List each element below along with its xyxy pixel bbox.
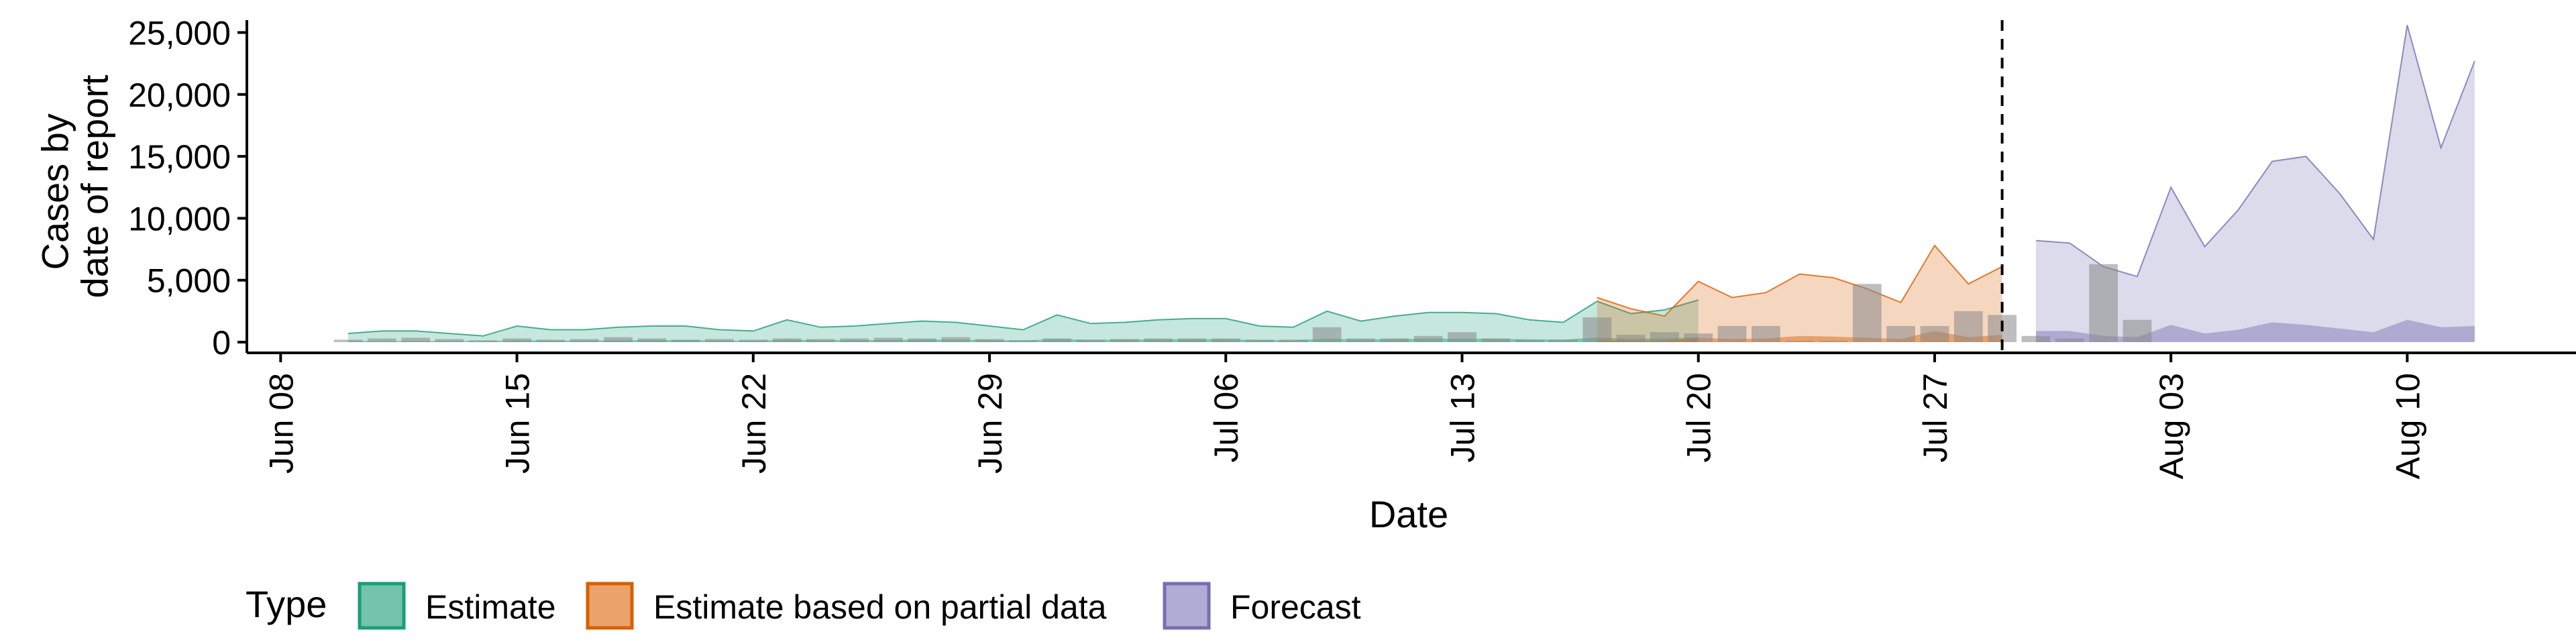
reported-case-bar <box>1346 338 1375 342</box>
reported-case-bar <box>2055 338 2084 342</box>
x-tick-label: Aug 03 <box>2153 373 2190 479</box>
series-upper-line-1 <box>1597 244 2003 317</box>
x-tick-label: Jul 06 <box>1208 373 1245 462</box>
y-tick-label: 15,000 <box>128 138 231 176</box>
reported-case-bar <box>1684 333 1713 342</box>
reported-cases-bars <box>333 264 2152 342</box>
reported-case-bar <box>1110 339 1139 342</box>
series-areas <box>347 25 2475 343</box>
reported-case-bar <box>1211 338 1240 342</box>
y-tick-label: 10,000 <box>128 200 231 237</box>
reported-case-bar <box>1717 326 1747 342</box>
reported-case-bar <box>840 338 869 342</box>
reported-case-bar <box>1177 338 1207 342</box>
reported-case-bar <box>1076 339 1106 342</box>
reported-case-bar <box>806 339 835 342</box>
reported-case-bar <box>1650 332 1679 342</box>
legend-label: Forecast <box>1230 588 1361 626</box>
x-tick-label: Jun 08 <box>262 373 300 474</box>
reported-case-bar <box>1515 339 1544 342</box>
x-tick-label: Jul 13 <box>1444 373 1482 462</box>
series-area-outer-1 <box>1597 246 2002 342</box>
reported-case-bar <box>536 339 566 342</box>
reported-case-bar <box>739 339 768 342</box>
reported-case-bar <box>1042 338 1072 342</box>
x-tick-label: Aug 10 <box>2389 373 2426 479</box>
y-tick-label: 20,000 <box>128 76 231 114</box>
reported-case-bar <box>1380 338 1409 342</box>
reported-case-bar <box>1144 338 1173 342</box>
legend-key <box>358 582 406 630</box>
reported-case-bar <box>772 338 802 342</box>
reported-case-bar <box>1279 339 1308 342</box>
reported-case-bar <box>1886 326 1915 342</box>
series-area-outer-0 <box>348 300 1699 342</box>
reported-case-bar <box>2021 335 2051 342</box>
reported-case-bar <box>502 338 531 342</box>
legend-key <box>586 582 634 630</box>
reported-case-bar <box>975 339 1004 342</box>
reported-case-bar <box>1920 326 1949 342</box>
reported-case-bar <box>2123 319 2152 342</box>
y-axis-ticks: 0 5,000 10,000 15,000 20,000 25,000 <box>128 14 247 362</box>
legend-key <box>1163 582 1211 630</box>
reported-case-bar <box>671 339 700 342</box>
reported-case-bar <box>1852 284 1882 342</box>
reported-case-bar <box>1245 339 1274 342</box>
reported-case-bar <box>1582 317 1612 342</box>
x-tick-label: Jul 20 <box>1680 373 1718 462</box>
reported-case-bar <box>1752 326 1780 342</box>
x-tick-label: Jun 29 <box>971 373 1009 474</box>
legend: Type Estimate Estimate based on partial d… <box>246 582 1361 630</box>
reported-case-bar <box>1785 341 1815 342</box>
reported-case-bar <box>435 339 464 342</box>
x-axis-title: Date <box>1369 493 1448 535</box>
x-axis-ticks: Jun 08 Jun 15 Jun 22 Jun 29 Jul 06 Jul 13 Jul … <box>262 353 2426 479</box>
reported-case-bar <box>570 339 599 342</box>
reported-case-bar <box>1616 334 1646 342</box>
x-tick-label: Jun 15 <box>499 373 537 474</box>
reported-case-bar <box>873 337 903 342</box>
reported-case-bar <box>1008 340 1038 342</box>
reported-case-bar <box>468 340 498 342</box>
y-tick-label: 5,000 <box>147 262 231 300</box>
reported-case-bar <box>333 339 363 342</box>
reported-case-bar <box>705 339 734 342</box>
x-tick-label: Jul 27 <box>1917 373 1954 462</box>
y-tick-label: 0 <box>212 324 231 362</box>
y-tick-label: 25,000 <box>128 14 231 52</box>
reported-case-bar <box>2089 264 2118 342</box>
x-tick-label: Jun 22 <box>735 373 773 474</box>
legend-label: Estimate based on partial data <box>653 588 1107 626</box>
reported-case-bar <box>637 338 667 342</box>
y-axis-title-line-2: date of report <box>73 74 115 299</box>
legend-label: Estimate <box>425 588 556 626</box>
y-axis-title-line-1: Cases by <box>34 113 76 270</box>
reported-case-bar <box>1953 311 1983 342</box>
reported-case-bar <box>401 337 430 342</box>
reported-case-bar <box>1549 339 1578 342</box>
series-area-outer-2 <box>2035 25 2475 343</box>
reported-case-bar <box>604 337 633 342</box>
reported-case-bar <box>367 338 396 342</box>
reported-case-bar <box>1819 341 1848 342</box>
series-upper-line-0 <box>347 299 1699 337</box>
reported-case-bar <box>1312 327 1342 342</box>
reported-case-bar <box>1481 338 1511 342</box>
reported-case-bar <box>1448 332 1477 342</box>
reported-case-bar <box>941 337 971 342</box>
reported-case-bar <box>1413 335 1443 342</box>
y-axis-title: Cases by date of report <box>34 74 116 299</box>
reported-case-bar <box>908 338 936 342</box>
legend-title: Type <box>246 583 327 625</box>
